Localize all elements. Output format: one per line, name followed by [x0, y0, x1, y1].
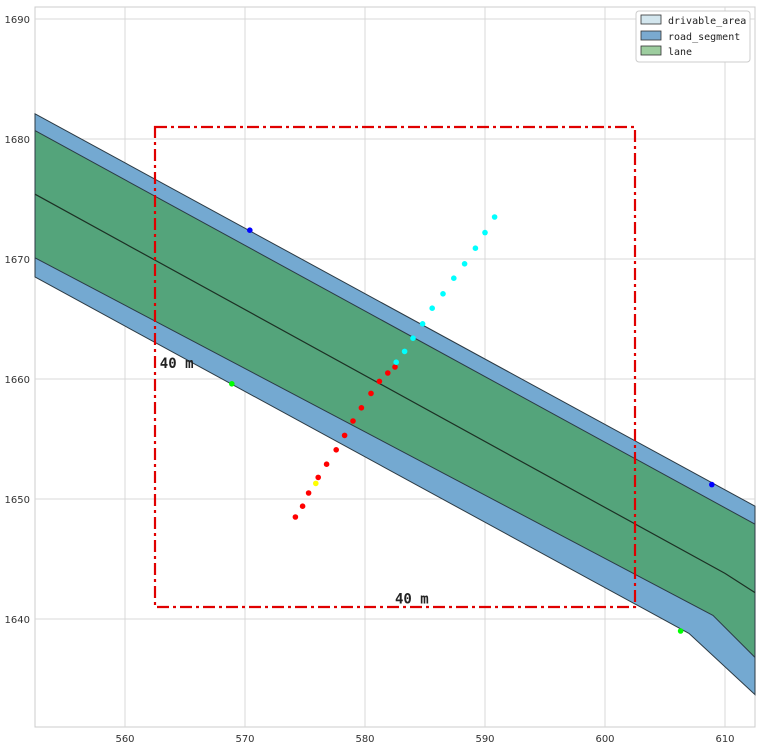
y-tick-label: 1650 — [5, 495, 30, 506]
trajectory-point — [247, 227, 253, 233]
trajectory-point — [358, 405, 365, 411]
trajectory-point — [401, 348, 408, 355]
trajectory-point — [229, 381, 235, 387]
trajectory-point — [482, 229, 488, 236]
trajectory-point — [491, 214, 498, 220]
trajectory-point — [677, 628, 684, 634]
trajectory-point — [368, 390, 374, 397]
legend-frame — [635, 10, 751, 63]
dimension-label: 40 m — [160, 356, 194, 372]
tick-labels: 560 570 580 590 600 610 1640 1650 1660 1670 1680 16… — [5, 15, 735, 745]
trajectory-point — [313, 480, 319, 487]
y-tick-label: 1660 — [5, 375, 30, 386]
legend-label-drivable-area: drivable_area — [668, 16, 746, 27]
y-tick-label: 1680 — [5, 135, 30, 146]
lane-divider-line — [34, 193, 756, 594]
extent-box-rect — [153, 125, 637, 609]
annotations: 40 m 40 m — [160, 356, 429, 607]
trajectory-point — [350, 418, 356, 424]
x-tick-label: 600 — [595, 734, 614, 745]
y-tick-label: 1690 — [5, 15, 30, 26]
x-tick-label: 610 — [715, 734, 734, 745]
trajectory-point — [451, 275, 457, 282]
trajectory-point — [315, 474, 322, 481]
trajectory-point — [385, 370, 391, 376]
trajectory-point — [299, 503, 306, 510]
trajectory-point — [419, 321, 426, 327]
legend-swatch-lane — [640, 45, 662, 56]
legend-swatch-road-segment — [640, 30, 662, 41]
y-tick-label: 1670 — [5, 255, 30, 266]
trajectory-point — [305, 490, 312, 496]
legend-label-road-segment: road_segment — [668, 32, 740, 43]
trajectory-point — [376, 378, 383, 385]
trajectory-point — [410, 335, 416, 342]
trajectory-point — [292, 514, 299, 520]
x-tick-label: 580 — [355, 734, 374, 745]
trajectory-points — [229, 214, 715, 634]
x-tick-label: 590 — [475, 734, 494, 745]
trajectory-point — [392, 364, 398, 370]
legend: drivable_area road_segment lane — [635, 10, 751, 63]
trajectory-point — [341, 432, 348, 439]
trajectory-point — [709, 481, 715, 488]
x-tick-label: 570 — [235, 734, 254, 745]
trajectory-point — [429, 305, 436, 312]
trajectory-point — [393, 359, 400, 366]
trajectory-point — [472, 245, 479, 251]
lane-divider — [34, 193, 756, 594]
legend-label-lane: lane — [668, 47, 692, 58]
trajectory-point — [440, 291, 446, 297]
legend-swatch-drivable-area — [640, 14, 662, 25]
dimension-label: 40 m — [395, 591, 429, 607]
extent-box — [153, 125, 637, 609]
trajectory-point — [461, 261, 468, 267]
trajectory-point — [333, 447, 340, 453]
y-tick-label: 1640 — [5, 615, 30, 626]
trajectory-point — [323, 461, 330, 468]
x-tick-label: 560 — [115, 734, 134, 745]
